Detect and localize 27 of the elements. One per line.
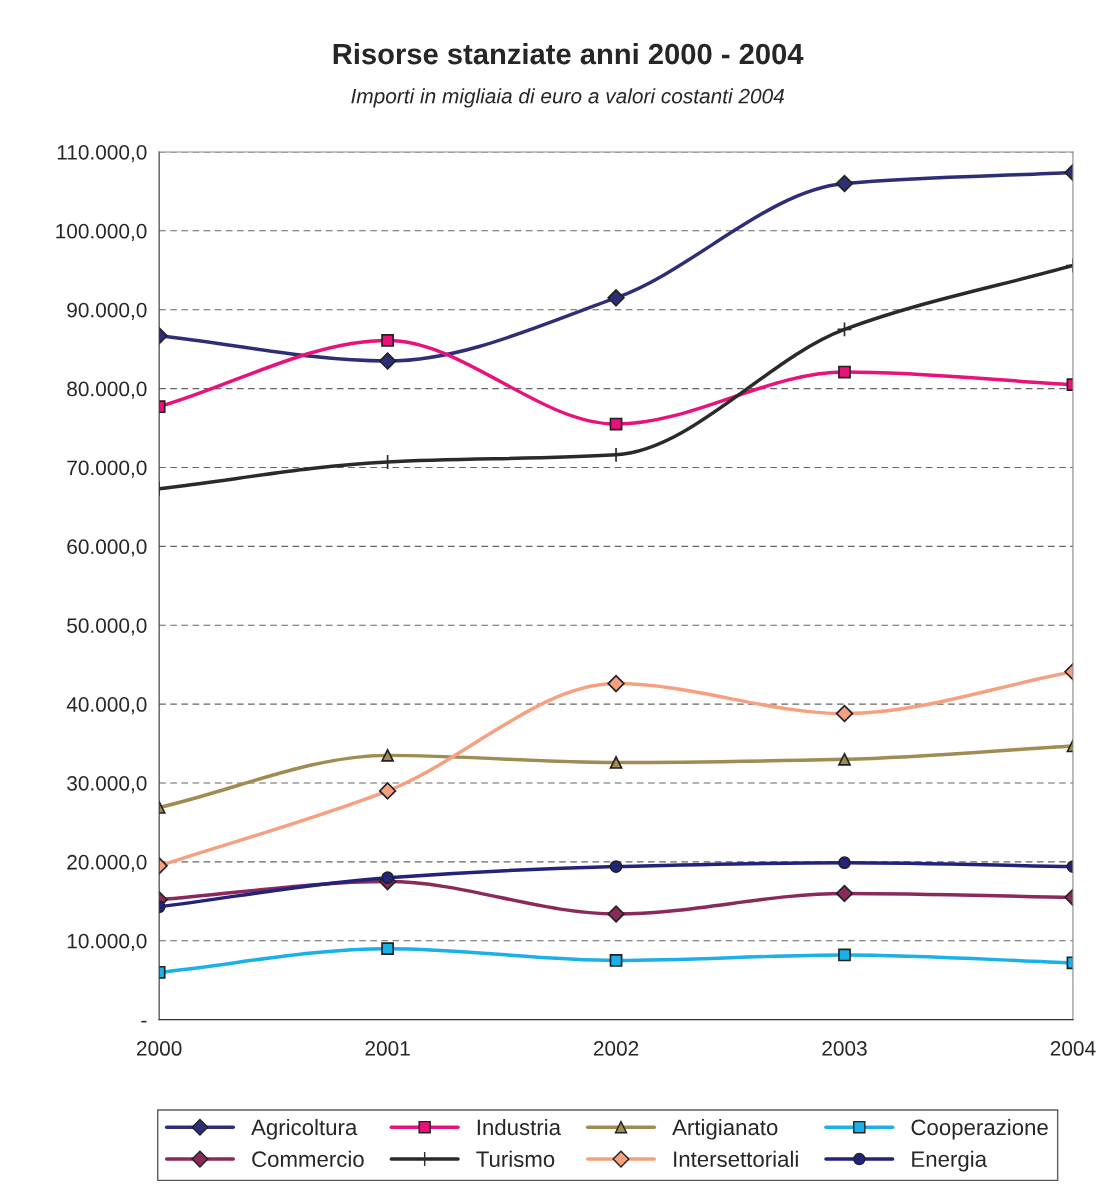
chart-title: Risorse stanziate anni 2000 - 2004 (333, 42, 804, 65)
y-tick-label: 80.000,0 (67, 381, 147, 399)
y-tick-label: 30.000,0 (67, 775, 147, 794)
legend-label: Artigianato (672, 1118, 778, 1140)
x-tick-label: 2003 (822, 1041, 867, 1056)
y-tick-label: 100.000,0 (56, 223, 147, 242)
legend-label: Intersettoriali (674, 1150, 798, 1168)
y-tick-label: 60.000,0 (67, 539, 147, 557)
x-tick-label: 2000 (137, 1041, 182, 1056)
x-tick-label: 2002 (593, 1041, 639, 1056)
y-tick-label: 50.000,0 (67, 618, 147, 636)
legend-label: Commercio (252, 1150, 364, 1168)
y-tick-label: - (141, 1020, 147, 1023)
legend-label: Cooperazione (911, 1118, 1048, 1140)
legend-label: Industria (477, 1118, 561, 1136)
y-tick-label: 70.000,0 (67, 460, 147, 478)
y-tick-label: 90.000,0 (67, 302, 147, 320)
legend-label: Energia (912, 1150, 988, 1172)
x-tick-label: 2001 (365, 1041, 410, 1056)
y-tick-label: 20.000,0 (67, 854, 147, 873)
legend-label: Turismo (476, 1150, 555, 1168)
legend-label: Agricoltura (251, 1118, 358, 1140)
y-tick-label: 40.000,0 (66, 697, 147, 715)
y-tick-label: 110.000,0 (57, 144, 147, 163)
chart-subtitle: Importi in migliaia di euro a valori costanti 2004 (351, 88, 784, 108)
x-tick-label: 2004 (1050, 1041, 1096, 1056)
y-tick-label: 10.000,0 (67, 933, 147, 951)
